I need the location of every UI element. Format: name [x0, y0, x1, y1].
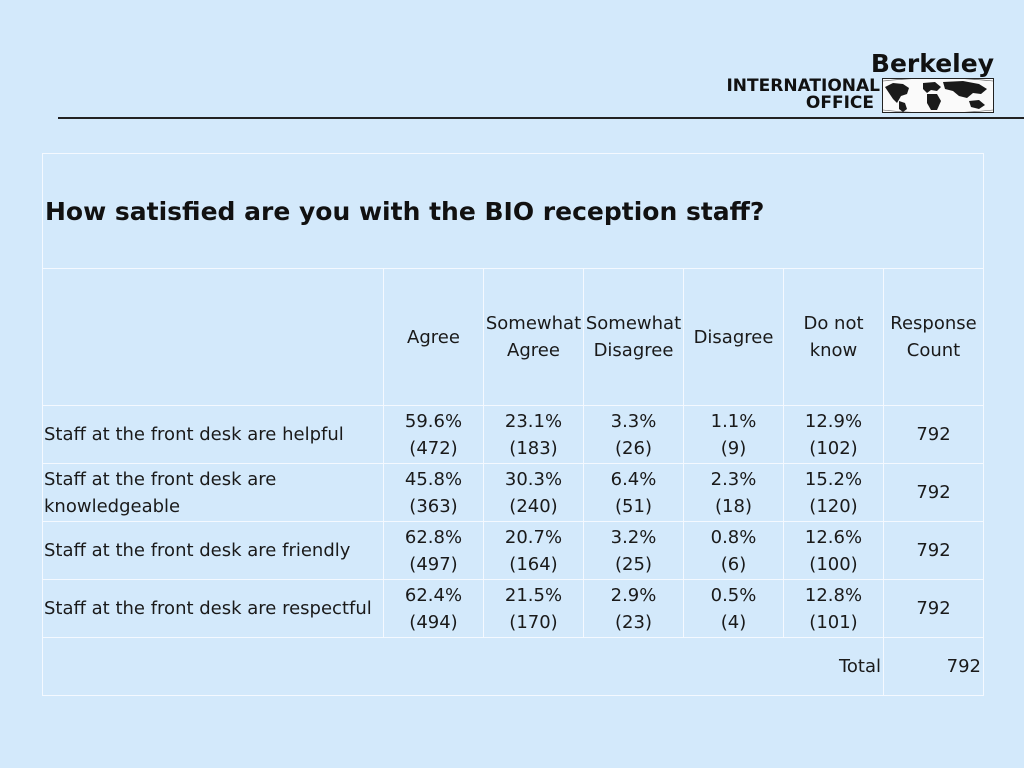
header-divider [58, 117, 1024, 119]
cell-somewhat-disagree: 6.4% (51) [583, 463, 684, 522]
cell-response-count: 792 [883, 521, 984, 580]
cell-agree: 45.8% (363) [383, 463, 484, 522]
world-map-icon [882, 78, 994, 113]
total-value: 792 [883, 637, 984, 696]
cell-agree: 59.6% (472) [383, 405, 484, 464]
cell-percent: 21.5% [504, 584, 563, 606]
cell-percent: 6.4% [610, 468, 657, 490]
cell-count: (25) [615, 553, 652, 575]
column-header-do-not-know: Do not know [783, 268, 884, 406]
cell-disagree: 2.3% (18) [683, 463, 784, 522]
cell-percent: 3.2% [610, 526, 657, 548]
table-header-row: Agree Somewhat Agree Somewhat Disagree D… [42, 268, 984, 406]
cell-count: (51) [615, 495, 652, 517]
cell-count: (164) [509, 553, 558, 575]
logo-berkeley-text: Berkeley [870, 49, 994, 78]
cell-percent: 2.9% [610, 584, 657, 606]
table-row: Staff at the front desk are helpful 59.6… [42, 405, 984, 464]
cell-somewhat-disagree: 3.3% (26) [583, 405, 684, 464]
cell-do-not-know: 12.8% (101) [783, 579, 884, 638]
row-label: Staff at the front desk are knowledgeabl… [42, 463, 384, 522]
cell-count: (4) [720, 611, 747, 633]
cell-count: (101) [809, 611, 858, 633]
cell-somewhat-agree: 30.3% (240) [483, 463, 584, 522]
cell-percent: 59.6% [404, 410, 463, 432]
header-blank [42, 268, 384, 406]
total-label: Total [42, 637, 884, 696]
cell-count: (120) [809, 495, 858, 517]
cell-do-not-know: 15.2% (120) [783, 463, 884, 522]
row-label: Staff at the front desk are friendly [42, 521, 384, 580]
table-title: How satisfied are you with the BIO recep… [42, 153, 984, 269]
column-header-agree: Agree [383, 268, 484, 406]
cell-percent: 12.6% [804, 526, 863, 548]
cell-percent: 20.7% [504, 526, 563, 548]
cell-somewhat-disagree: 3.2% (25) [583, 521, 684, 580]
cell-percent: 0.8% [710, 526, 757, 548]
cell-percent: 12.9% [804, 410, 863, 432]
cell-count: (170) [509, 611, 558, 633]
cell-percent: 62.4% [404, 584, 463, 606]
cell-response-count: 792 [883, 405, 984, 464]
survey-results-table: How satisfied are you with the BIO recep… [42, 153, 984, 696]
column-header-somewhat-agree: Somewhat Agree [483, 268, 584, 406]
row-label: Staff at the front desk are respectful [42, 579, 384, 638]
cell-percent: 12.8% [804, 584, 863, 606]
logo-international-text: INTERNATIONAL [726, 76, 880, 96]
cell-count: (497) [409, 553, 458, 575]
cell-count: (472) [409, 437, 458, 459]
cell-count: (23) [615, 611, 652, 633]
column-header-disagree: Disagree [683, 268, 784, 406]
cell-count: (6) [720, 553, 747, 575]
cell-count: (18) [715, 495, 752, 517]
cell-percent: 30.3% [504, 468, 563, 490]
cell-percent: 15.2% [804, 468, 863, 490]
cell-percent: 62.8% [404, 526, 463, 548]
cell-percent: 3.3% [610, 410, 657, 432]
cell-response-count: 792 [883, 579, 984, 638]
cell-somewhat-agree: 23.1% (183) [483, 405, 584, 464]
cell-count: (240) [509, 495, 558, 517]
cell-somewhat-disagree: 2.9% (23) [583, 579, 684, 638]
cell-somewhat-agree: 21.5% (170) [483, 579, 584, 638]
cell-count: (363) [409, 495, 458, 517]
cell-percent: 0.5% [710, 584, 757, 606]
cell-agree: 62.8% (497) [383, 521, 484, 580]
cell-count: (102) [809, 437, 858, 459]
cell-agree: 62.4% (494) [383, 579, 484, 638]
table-row: Staff at the front desk are friendly 62.… [42, 521, 984, 580]
cell-do-not-know: 12.6% (100) [783, 521, 884, 580]
cell-percent: 1.1% [710, 410, 757, 432]
cell-count: (100) [809, 553, 858, 575]
cell-count: (9) [720, 437, 747, 459]
cell-response-count: 792 [883, 463, 984, 522]
cell-percent: 45.8% [404, 468, 463, 490]
row-label: Staff at the front desk are helpful [42, 405, 384, 464]
cell-disagree: 0.8% (6) [683, 521, 784, 580]
berkeley-international-office-logo: Berkeley INTERNATIONAL OFFICE [694, 50, 994, 116]
cell-disagree: 1.1% (9) [683, 405, 784, 464]
cell-percent: 2.3% [710, 468, 757, 490]
cell-somewhat-agree: 20.7% (164) [483, 521, 584, 580]
cell-do-not-know: 12.9% (102) [783, 405, 884, 464]
cell-count: (183) [509, 437, 558, 459]
column-header-response-count: Response Count [883, 268, 984, 406]
logo-office-text: OFFICE [805, 93, 874, 113]
cell-percent: 23.1% [504, 410, 563, 432]
table-row: Staff at the front desk are knowledgeabl… [42, 463, 984, 522]
table-total-row: Total 792 [42, 637, 984, 696]
cell-disagree: 0.5% (4) [683, 579, 784, 638]
cell-count: (494) [409, 611, 458, 633]
table-row: Staff at the front desk are respectful 6… [42, 579, 984, 638]
cell-count: (26) [615, 437, 652, 459]
table-title-row: How satisfied are you with the BIO recep… [42, 153, 984, 269]
column-header-somewhat-disagree: Somewhat Disagree [583, 268, 684, 406]
